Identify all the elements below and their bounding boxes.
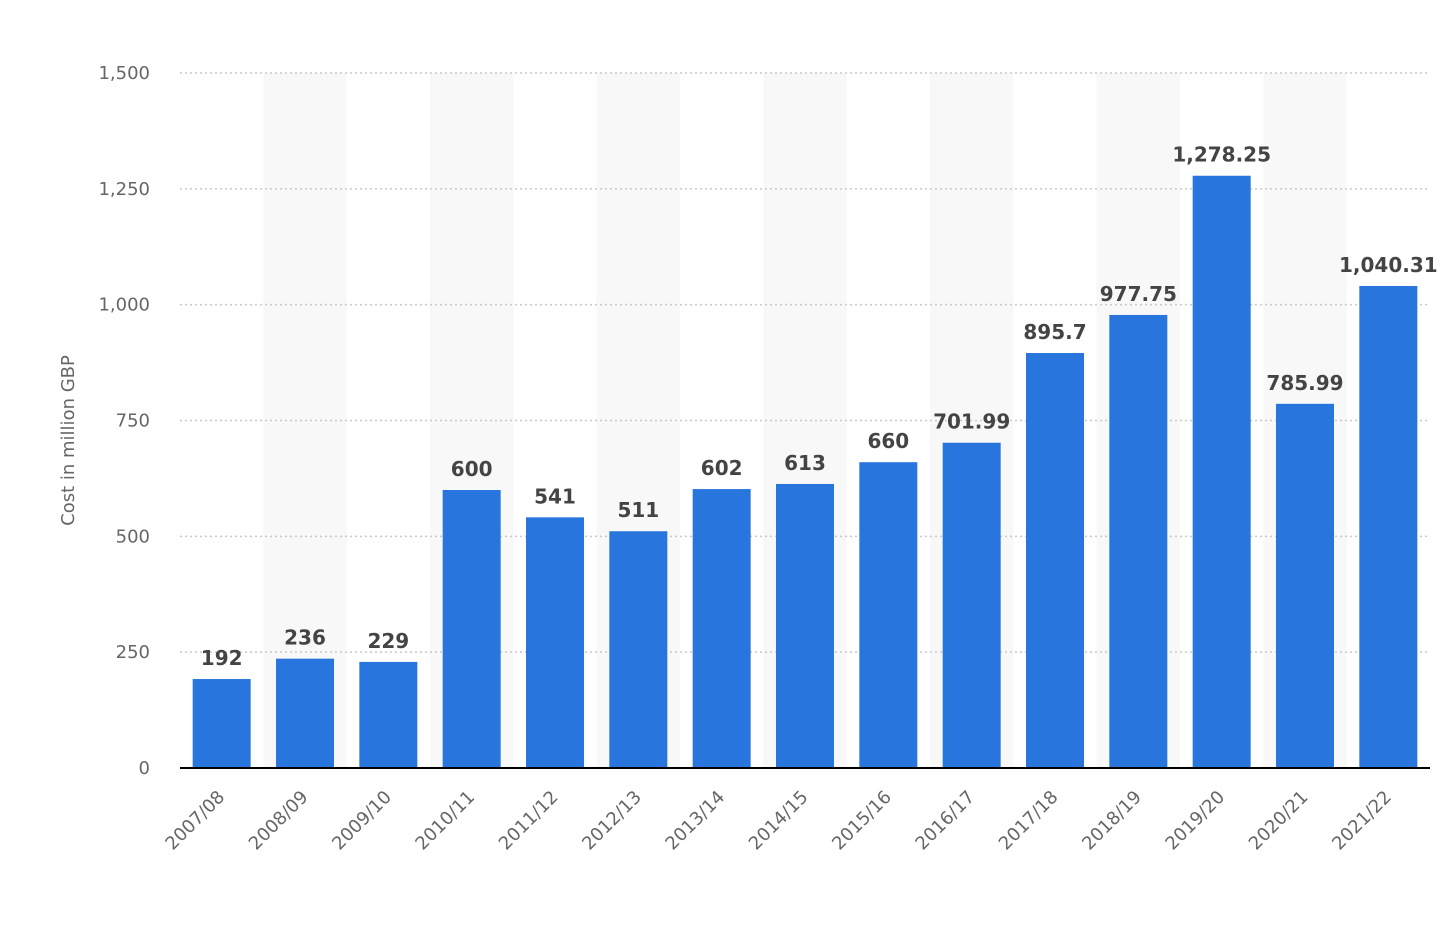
data-label: 511 — [617, 498, 659, 522]
x-tick-label: 2021/22 — [1328, 787, 1396, 855]
bar[interactable] — [1359, 285, 1418, 768]
data-label: 541 — [534, 484, 576, 508]
y-axis-title: Cost in million GBP — [58, 355, 79, 526]
bar[interactable] — [776, 483, 834, 768]
bars — [192, 175, 1418, 769]
x-tick-label: 2008/09 — [245, 787, 313, 855]
x-tick-label: 2014/15 — [745, 787, 813, 855]
x-tick-label: 2007/08 — [161, 787, 229, 855]
x-tick-label: 2010/11 — [411, 787, 479, 855]
bar[interactable] — [1276, 403, 1334, 768]
data-label: 229 — [367, 629, 409, 653]
bar[interactable] — [859, 462, 918, 768]
bar[interactable] — [692, 489, 751, 768]
bar[interactable] — [442, 490, 501, 768]
bar[interactable] — [609, 531, 668, 768]
x-tick-label: 2018/19 — [1078, 787, 1146, 855]
y-tick-label: 1,500 — [98, 63, 150, 84]
data-label: 701.99 — [933, 410, 1010, 434]
y-tick-label: 750 — [116, 411, 150, 432]
bar[interactable] — [359, 661, 418, 768]
bar[interactable] — [1192, 175, 1251, 769]
bar[interactable] — [192, 679, 251, 768]
data-label: 236 — [284, 626, 326, 650]
x-tick-label: 2016/17 — [911, 787, 979, 855]
y-tick-label: 0 — [139, 758, 150, 779]
data-label: 192 — [201, 646, 243, 670]
x-tick-label: 2012/13 — [578, 787, 646, 855]
data-label: 895.7 — [1023, 320, 1086, 344]
data-label: 660 — [867, 429, 909, 453]
x-tick-label: 2013/14 — [661, 787, 729, 855]
y-tick-label: 250 — [116, 642, 150, 663]
data-labels: 192 236 229 600 541 511 602 613 660 701.99 895.7 97… — [201, 143, 1438, 670]
x-axis-ticks: 2007/08 2008/09 2009/10 2010/11 2011/12 2012/… — [161, 787, 1395, 855]
data-label: 613 — [784, 451, 826, 475]
y-tick-label: 1,000 — [98, 295, 150, 316]
bar[interactable] — [1109, 314, 1168, 768]
y-axis-ticks: 0 250 500 750 1,000 1,250 1,500 — [98, 63, 150, 779]
data-label: 1,040.31 — [1339, 253, 1438, 277]
bar[interactable] — [526, 517, 584, 768]
x-tick-label: 2020/21 — [1245, 787, 1313, 855]
bar[interactable] — [942, 442, 1001, 768]
data-label: 977.75 — [1100, 282, 1177, 306]
x-tick-label: 2011/12 — [495, 787, 563, 855]
data-label: 785.99 — [1266, 371, 1343, 395]
y-tick-label: 1,250 — [98, 179, 150, 200]
x-tick-label: 2009/10 — [328, 787, 396, 855]
x-tick-label: 2017/18 — [995, 787, 1063, 855]
data-label: 602 — [701, 456, 743, 480]
y-tick-label: 500 — [116, 526, 150, 547]
bar[interactable] — [276, 658, 334, 768]
x-tick-label: 2015/16 — [828, 787, 896, 855]
bar[interactable] — [1026, 352, 1084, 768]
x-tick-label: 2019/20 — [1161, 787, 1229, 855]
data-label: 1,278.25 — [1172, 143, 1271, 167]
data-label: 600 — [451, 457, 493, 481]
